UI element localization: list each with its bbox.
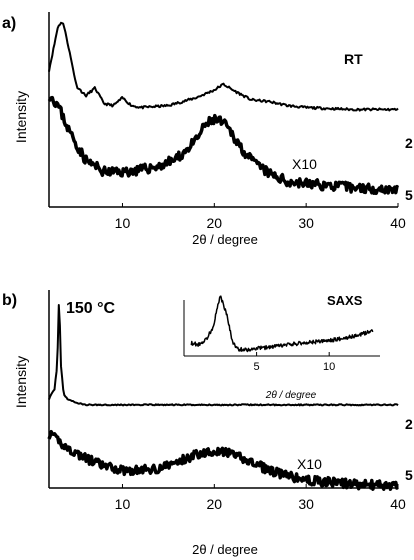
panel-b: b) 150 °C Intensity 10 20 30 40 2θ / degree… [2, 290, 413, 557]
panel-a-series-5-line [47, 95, 400, 196]
panel-a-x-ticks: 10 20 30 40 [115, 203, 406, 231]
saxs-inset-label: SAXS [327, 293, 363, 308]
panel-b-y-axis-label: Intensity [13, 356, 29, 408]
panel-a-x-tick-label-40: 40 [390, 215, 406, 231]
panel-a-series-2-label: 2 [405, 135, 413, 151]
panel-a-x-tick-label-20: 20 [207, 215, 223, 231]
panel-a-label: a) [2, 15, 16, 32]
panel-b-x-ticks: 10 20 30 40 [115, 484, 406, 512]
panel-a-x-axis-label: 2θ / degree [192, 232, 258, 247]
panel-b-x-tick-label-40: 40 [390, 496, 406, 512]
saxs-inset: SAXS 5 10 2θ / degree [183, 293, 380, 401]
panel-b-x10-annotation: X10 [297, 456, 322, 472]
saxs-inset-x-tick-label-10: 10 [323, 361, 335, 373]
saxs-inset-x-axis-label: 2θ / degree [265, 390, 317, 401]
panel-a-series-5-label: 5 [405, 187, 413, 203]
saxs-inset-x-ticks: 5 10 [254, 352, 335, 373]
panel-a-series-2-line [48, 21, 399, 112]
panel-b-x-tick-label-10: 10 [115, 496, 131, 512]
saxs-inset-x-tick-label-5: 5 [254, 361, 260, 373]
panel-b-x-tick-label-20: 20 [207, 496, 223, 512]
panel-b-series-5-label: 5 [405, 467, 413, 483]
panel-a-x10-annotation: X10 [292, 156, 317, 172]
panel-b-condition-label: 150 °C [66, 300, 116, 317]
panel-b-label: b) [2, 292, 17, 309]
panel-a: a) RT Intensity 10 20 30 40 2θ / degree X10… [2, 12, 413, 247]
panel-a-x-tick-label-30: 30 [298, 215, 314, 231]
panel-b-series-2-line [48, 304, 399, 407]
panel-a-x-tick-label-10: 10 [115, 215, 131, 231]
panel-a-condition-label: RT [344, 51, 363, 67]
panel-b-series-2-label: 2 [405, 416, 413, 432]
saxs-inset-line [190, 295, 374, 353]
panel-b-series-5-line [47, 429, 399, 491]
panel-a-y-axis-label: Intensity [13, 91, 29, 143]
panel-b-x-tick-label-30: 30 [298, 496, 314, 512]
panel-b-x-axis-label: 2θ / degree [192, 542, 258, 557]
